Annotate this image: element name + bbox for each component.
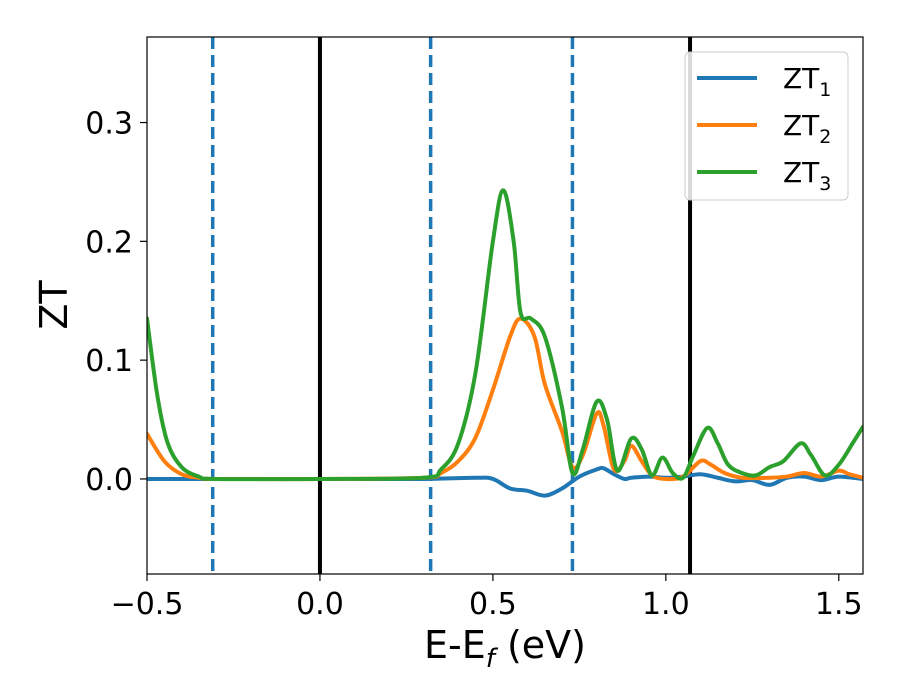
x-axis-label: E-Ef (eV): [424, 623, 586, 674]
x-axis: −0.5 0.0 0.5 1.0 1.5: [111, 574, 863, 622]
series-lines: [147, 188, 863, 498]
x-tick-label: −0.5: [111, 587, 184, 622]
y-axis: 0.0 0.1 0.2 0.3: [85, 107, 147, 498]
plot-frame: [146, 36, 864, 575]
x-tick-label: 0.0: [296, 587, 344, 622]
y-tick-label: 0.3: [85, 107, 133, 142]
y-tick-label: 0.0: [85, 463, 133, 498]
legend-label-zt2: ZT2: [783, 109, 831, 148]
legend: ZT1 ZT2 ZT3: [684, 51, 849, 201]
legend-label-zt1: ZT1: [783, 62, 831, 101]
legend-box: [684, 51, 849, 201]
y-axis-label: ZT: [32, 280, 76, 330]
legend-label-zt3: ZT3: [783, 156, 831, 195]
y-tick-label: 0.2: [85, 225, 133, 260]
series-line-zt3: [147, 188, 863, 482]
y-tick-label: 0.1: [85, 344, 133, 379]
series-line-zt1: [147, 465, 863, 498]
x-tick-label: 1.0: [642, 587, 690, 622]
x-tick-label: 1.5: [815, 587, 863, 622]
x-tick-label: 0.5: [469, 587, 517, 622]
